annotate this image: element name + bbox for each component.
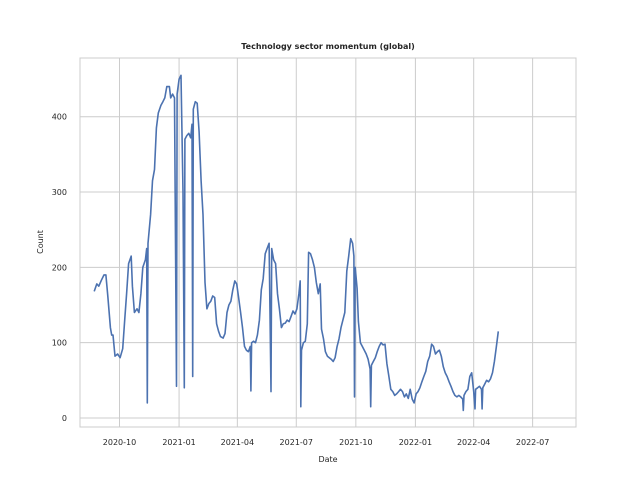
tick-labels: 2020-10 2021-01 2021-04 2021-07 2021-10 2022-…	[52, 113, 550, 447]
y-tick-label: 300	[52, 188, 67, 197]
series-layer	[93, 74, 500, 412]
x-tick-label: 2021-04	[221, 438, 254, 447]
y-tick-label: 200	[52, 263, 67, 272]
y-tick-label: 0	[62, 414, 67, 423]
plot-area-frame	[79, 57, 577, 428]
x-tick-label: 2021-07	[280, 438, 313, 447]
x-tick-label: 2021-01	[162, 438, 195, 447]
x-axis-label: Date	[318, 455, 337, 464]
x-tick-label: 2022-07	[516, 438, 549, 447]
x-tick-label: 2022-04	[457, 438, 490, 447]
x-tick-label: 2020-10	[103, 438, 136, 447]
y-tick-label: 400	[52, 113, 67, 122]
y-axis-label: Count	[36, 230, 45, 254]
chart-title: Technology sector momentum (global)	[241, 42, 414, 51]
x-tick-label: 2022-01	[399, 438, 432, 447]
y-tick-label: 100	[52, 339, 67, 348]
grid	[80, 58, 576, 427]
x-tick-label: 2021-10	[339, 438, 372, 447]
series-line-0	[93, 74, 500, 412]
